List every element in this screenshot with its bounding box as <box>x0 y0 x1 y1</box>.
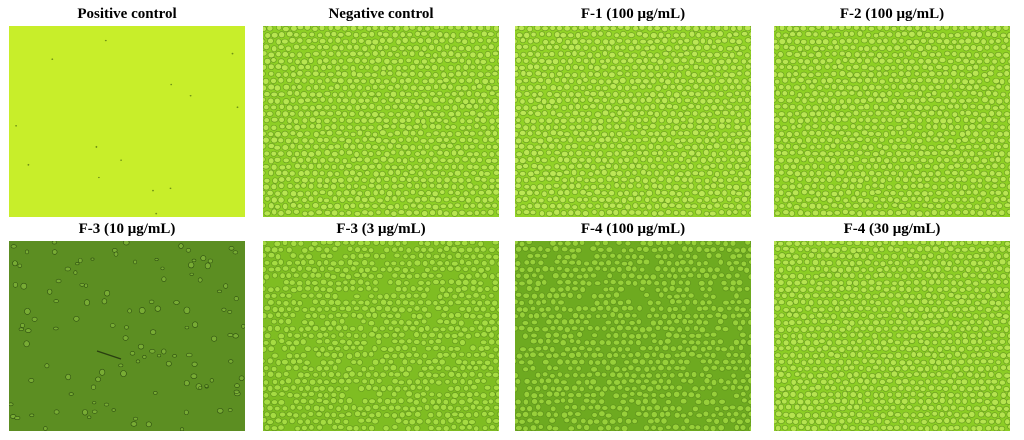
panel-f3-3: F-3 (3 μg/mL) <box>263 219 499 431</box>
panel-f2-100: F-2 (100 μg/mL) <box>774 4 1010 217</box>
panel-title: Positive control <box>77 6 177 22</box>
panel-positive-control: Positive control <box>9 4 245 217</box>
panel-title: F-4 (30 μg/mL) <box>843 221 941 237</box>
panel-f4-30: F-4 (30 μg/mL) <box>774 219 1010 431</box>
micrograph-svg <box>263 26 499 217</box>
panel-negative-control: Negative control <box>263 4 499 217</box>
panel-f3-10: F-3 (10 μg/mL) <box>9 219 245 431</box>
panel-title: F-3 (10 μg/mL) <box>78 221 176 237</box>
micrograph-svg <box>515 26 751 217</box>
micrograph-image <box>263 241 499 431</box>
micrograph-image <box>263 26 499 217</box>
micrograph-svg <box>774 26 1010 217</box>
panel-title: F-2 (100 μg/mL) <box>839 6 945 22</box>
micrograph-svg <box>263 241 499 431</box>
panel-title: Negative control <box>328 6 434 22</box>
micrograph-svg <box>515 241 751 431</box>
micrograph-image <box>9 26 245 217</box>
panel-f1-100: F-1 (100 μg/mL) <box>515 4 751 217</box>
panel-title: F-3 (3 μg/mL) <box>336 221 426 237</box>
micrograph-image <box>774 241 1010 431</box>
micrograph-image <box>515 26 751 217</box>
panel-f4-100: F-4 (100 μg/mL) <box>515 219 751 431</box>
panel-title: F-4 (100 μg/mL) <box>580 221 686 237</box>
panel-title: F-1 (100 μg/mL) <box>580 6 686 22</box>
micrograph-svg <box>9 241 245 431</box>
micrograph-image <box>515 241 751 431</box>
micrograph-svg <box>774 241 1010 431</box>
micrograph-image <box>9 241 245 431</box>
micrograph-svg <box>9 26 245 217</box>
micrograph-image <box>774 26 1010 217</box>
